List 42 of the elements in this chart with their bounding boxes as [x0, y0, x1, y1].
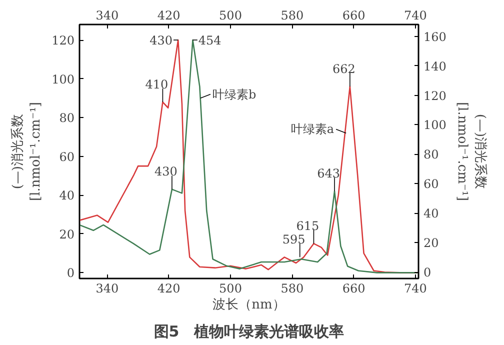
y-tick-label: 0 [66, 266, 75, 280]
annotation: 叶绿素b [212, 87, 256, 102]
x-tick-label: 420 [157, 8, 180, 22]
x2-tick-label: 500 [219, 282, 242, 296]
y-tick-label: 80 [59, 111, 75, 126]
y2-tick-label: 100 [424, 118, 446, 132]
text: 图5 植物叶绿素光谱吸收率 [154, 322, 344, 340]
y-tick-label: 100 [52, 72, 74, 86]
y2-tick-label: 40 [424, 206, 439, 221]
y2-tick-label: 160 [424, 30, 446, 44]
y2-tick-label: 80 [424, 148, 439, 162]
annotation: 643 [317, 166, 340, 181]
y-tick-label: 40 [59, 188, 75, 203]
x-tick-label: 580 [280, 8, 304, 22]
x2-tick-label: 660 [342, 282, 366, 296]
x-tick-label: 660 [342, 8, 366, 22]
y2-tick-label: 60 [424, 177, 439, 192]
y-axis-title: (—)消光系数 [l.nmol⁻¹.cm⁻¹] [10, 102, 44, 201]
y2-tick-label: 20 [424, 236, 439, 250]
y2-tick-label: 140 [424, 59, 446, 74]
y2-tick-label: 0 [424, 266, 432, 280]
annotation: 595 [282, 232, 306, 247]
x2-tick-label: 340 [96, 282, 119, 296]
annotation: 410 [145, 77, 168, 92]
x2-tick-label: 740 [404, 282, 427, 296]
y2-tick-label: 120 [424, 88, 446, 103]
annotation: 430 [154, 164, 178, 179]
y2-axis-title: (—)消光系数 [l.nmol⁻¹.cm⁻¹] [454, 102, 488, 202]
x-tick-label: 500 [219, 8, 242, 22]
annotation: 430 [150, 34, 172, 48]
x2-tick-label: 420 [157, 282, 180, 296]
annotation: 叶绿素a [290, 122, 334, 136]
x-axis-title: 波长（nm） [212, 298, 286, 312]
annotation: 662 [332, 62, 356, 76]
y-tick-label: 20 [59, 227, 75, 242]
annotation: 454 [198, 34, 222, 48]
y-tick-label: 120 [52, 34, 74, 48]
x2-tick-label: 580 [280, 282, 304, 296]
x-tick-label: 340 [96, 8, 119, 22]
annotation: 615 [296, 219, 320, 234]
x-tick-label: 740 [404, 8, 427, 22]
y-tick-label: 60 [59, 150, 75, 164]
